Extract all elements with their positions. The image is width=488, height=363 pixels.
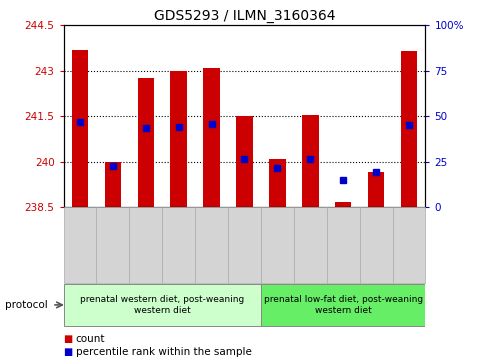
Text: GSM1093619: GSM1093619 — [240, 211, 248, 262]
Text: protocol: protocol — [5, 300, 47, 310]
Bar — [104, 162, 121, 207]
Text: GSM1093612: GSM1093612 — [404, 211, 413, 262]
Text: GSM1093600: GSM1093600 — [75, 211, 84, 262]
Text: GSM1093608: GSM1093608 — [371, 211, 380, 262]
Text: count: count — [76, 334, 105, 344]
Text: GSM1093605: GSM1093605 — [338, 211, 347, 262]
Text: GDS5293 / ILMN_3160364: GDS5293 / ILMN_3160364 — [153, 9, 335, 23]
Bar — [203, 68, 220, 207]
Bar — [302, 115, 318, 207]
Bar — [400, 51, 416, 207]
Text: GSM1093602: GSM1093602 — [108, 211, 117, 262]
Text: percentile rank within the sample: percentile rank within the sample — [76, 347, 251, 357]
Bar — [268, 159, 285, 207]
Text: GSM1093601: GSM1093601 — [305, 211, 314, 262]
Text: prenatal low-fat diet, post-weaning
western diet: prenatal low-fat diet, post-weaning west… — [263, 295, 422, 315]
Bar — [170, 71, 186, 207]
Bar — [137, 78, 154, 207]
Text: GSM1093599: GSM1093599 — [272, 211, 281, 262]
Text: ■: ■ — [63, 334, 73, 344]
Text: GSM1093615: GSM1093615 — [207, 211, 216, 262]
FancyBboxPatch shape — [63, 284, 261, 326]
Text: prenatal western diet, post-weaning
western diet: prenatal western diet, post-weaning west… — [80, 295, 244, 315]
Text: GSM1093609: GSM1093609 — [174, 211, 183, 262]
FancyBboxPatch shape — [261, 284, 425, 326]
Bar — [367, 172, 384, 207]
Text: ■: ■ — [63, 347, 73, 357]
Bar — [236, 116, 252, 207]
Bar — [334, 203, 351, 207]
Text: GSM1093604: GSM1093604 — [141, 211, 150, 262]
Bar — [72, 50, 88, 207]
